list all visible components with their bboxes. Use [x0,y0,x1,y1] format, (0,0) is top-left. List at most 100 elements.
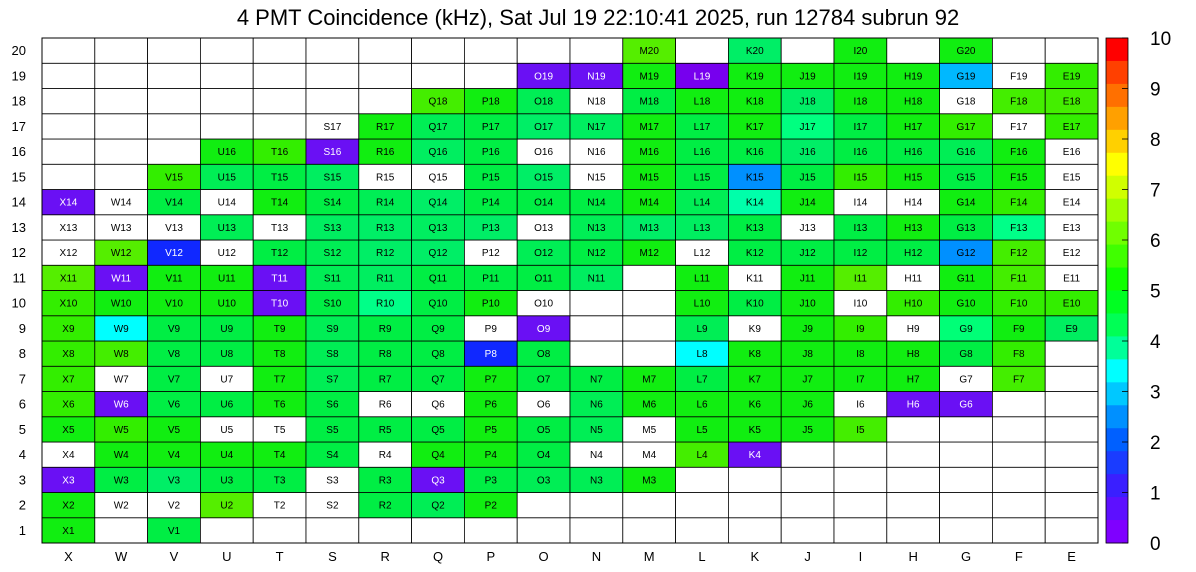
cell-J5 [780,416,835,443]
cell-label-S12: S12 [324,248,342,259]
cell-label-X11: X11 [60,273,77,284]
cell-label-V7: V7 [168,374,181,385]
empty-cell-G2 [939,492,993,519]
empty-cell-J4 [780,441,835,468]
cell-label-I16: I16 [853,147,867,158]
cell-E15 [1044,163,1099,190]
cell-label-T4: T4 [274,450,286,461]
cell-label-M5: M5 [642,425,656,436]
cell-Q11 [411,264,465,291]
cell-S15 [305,163,360,190]
cell-label-M17: M17 [639,122,659,133]
cell-T9 [252,315,307,342]
cell-M14 [622,189,676,216]
cell-S4 [305,441,360,468]
cell-M16 [622,138,676,165]
cell-label-P11: P11 [482,273,499,284]
cell-P17 [463,113,518,140]
cell-label-G9: G9 [959,324,973,335]
cell-label-N7: N7 [590,374,603,385]
y-tick-label-8: 8 [19,346,26,361]
cell-label-S16: S16 [324,147,342,158]
cell-label-E11: E11 [1063,273,1080,284]
cell-label-T7: T7 [274,374,286,385]
cell-O4 [516,441,571,468]
cell-label-V4: V4 [168,450,181,461]
cell-W10 [94,290,149,317]
cell-label-G8: G8 [959,349,973,360]
cell-label-K15: K15 [746,172,764,183]
cell-label-F7: F7 [1013,374,1025,385]
cell-label-W7: W7 [114,374,129,385]
cell-label-J8: J8 [802,349,813,360]
cell-E10 [1044,290,1099,317]
cell-X6 [41,391,96,418]
empty-cell-F1 [992,517,1046,544]
y-tick-label-9: 9 [19,321,26,336]
y-tick-label-3: 3 [19,472,26,487]
empty-cell-V20 [147,37,201,64]
cell-label-O15: O15 [534,172,553,183]
cell-label-T13: T13 [271,223,289,234]
cell-H10 [886,290,940,317]
cell-label-W13: W13 [111,223,132,234]
x-tick-label-F: F [1015,549,1023,564]
cell-label-N19: N19 [587,71,606,82]
cell-J13 [780,214,835,241]
cell-label-M12: M12 [639,248,659,259]
cell-label-F12: F12 [1010,248,1028,259]
empty-cell-K2 [728,492,782,519]
cell-label-G16: G16 [957,147,976,158]
cell-label-O6: O6 [537,400,551,411]
cell-E18 [1044,88,1099,115]
colorbar-segment-0 [1106,38,1128,62]
cell-O5 [516,416,571,443]
cell-F18 [992,88,1046,115]
cell-label-P13: P13 [482,223,500,234]
colorbar-tick-label-6: 6 [1150,231,1161,252]
y-tick-label-5: 5 [19,422,26,437]
cell-Q10 [411,290,465,317]
cell-K16 [728,138,782,165]
cell-label-T15: T15 [271,172,289,183]
cell-M12 [622,239,676,266]
cell-label-T3: T3 [274,475,286,486]
cell-label-V13: V13 [165,223,183,234]
cell-label-W8: W8 [114,349,129,360]
cell-label-H13: H13 [904,223,923,234]
empty-cell-S1 [305,517,360,544]
cell-U9 [199,315,254,342]
colorbar-segment-2 [1106,83,1128,108]
empty-cell-H5 [886,416,940,443]
cell-label-J5: J5 [802,425,813,436]
colorbar-tick-label-7: 7 [1150,181,1161,202]
cell-K13 [728,214,782,241]
colorbar-segment-5 [1106,152,1128,177]
cell-E13 [1044,214,1099,241]
cell-N18 [569,88,624,115]
cell-label-O8: O8 [537,349,551,360]
cell-label-R16: R16 [376,147,395,158]
cell-L8 [675,340,729,367]
cell-label-K14: K14 [746,198,764,209]
empty-cell-Q20 [411,37,465,64]
cell-L6 [675,391,729,418]
empty-cell-X18 [41,88,96,115]
cell-label-U2: U2 [220,501,233,512]
cell-K12 [728,239,782,266]
cell-label-Q3: Q3 [431,475,445,486]
cell-label-L18: L18 [694,97,711,108]
empty-cell-I4 [833,441,888,468]
empty-cell-F5 [992,416,1046,443]
cell-label-K4: K4 [749,450,762,461]
cell-label-I12: I12 [853,248,867,259]
cell-label-G13: G13 [957,223,976,234]
cell-Q7 [411,365,465,392]
cell-label-R12: R12 [376,248,395,259]
empty-cell-U20 [199,37,254,64]
x-tick-label-U: U [222,549,231,564]
cell-G9 [939,315,993,342]
cell-O16 [516,138,571,165]
cell-label-G11: G11 [957,273,976,284]
cell-label-U5: U5 [220,425,233,436]
